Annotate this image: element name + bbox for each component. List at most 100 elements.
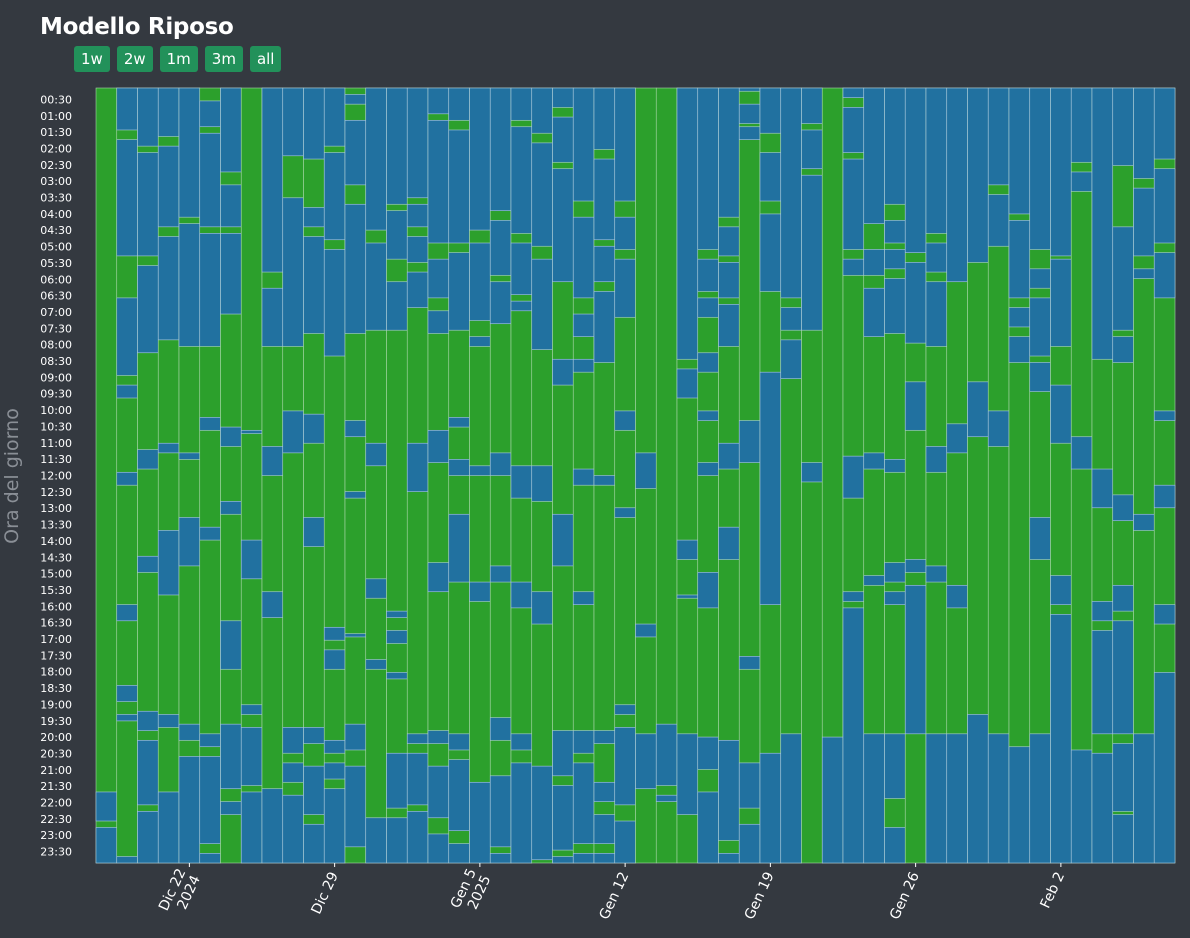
sleep-segment[interactable]	[116, 714, 138, 722]
sleep-segment[interactable]	[842, 158, 865, 250]
sleep-segment[interactable]	[282, 762, 304, 783]
sleep-segment[interactable]	[199, 756, 221, 844]
sleep-segment[interactable]	[157, 714, 180, 728]
day-column[interactable]	[1050, 87, 1072, 864]
sleep-segment[interactable]	[614, 87, 636, 202]
day-column[interactable]	[1112, 87, 1134, 864]
sleep-segment[interactable]	[925, 87, 948, 234]
day-column[interactable]	[738, 87, 761, 864]
sleep-segment[interactable]	[116, 87, 138, 131]
sleep-segment[interactable]	[427, 119, 450, 244]
sleep-segment[interactable]	[884, 220, 906, 244]
sleep-segment[interactable]	[178, 517, 201, 567]
sleep-segment[interactable]	[1008, 746, 1031, 864]
sleep-segment[interactable]	[323, 649, 346, 670]
sleep-segment[interactable]	[178, 756, 201, 864]
sleep-segment[interactable]	[344, 203, 367, 334]
sleep-segment[interactable]	[697, 462, 719, 476]
sleep-segment[interactable]	[323, 739, 346, 754]
sleep-segment[interactable]	[240, 791, 263, 864]
sleep-segment[interactable]	[157, 530, 180, 596]
sleep-segment[interactable]	[323, 788, 346, 864]
sleep-segment[interactable]	[759, 87, 782, 134]
sleep-segment[interactable]	[344, 765, 367, 848]
day-column[interactable]	[655, 87, 678, 864]
sleep-segment[interactable]	[718, 304, 740, 347]
sleep-segment[interactable]	[261, 287, 284, 347]
sleep-segment[interactable]	[946, 87, 968, 283]
sleep-segment[interactable]	[1050, 87, 1072, 257]
sleep-segment[interactable]	[510, 733, 533, 751]
day-column[interactable]	[987, 87, 1010, 864]
sleep-segment[interactable]	[863, 575, 885, 586]
awake-segment[interactable]	[303, 87, 325, 864]
day-column[interactable]	[863, 87, 885, 864]
sleep-segment[interactable]	[510, 581, 533, 609]
sleep-segment[interactable]	[282, 794, 304, 864]
sleep-segment[interactable]	[365, 442, 387, 467]
sleep-segment[interactable]	[842, 455, 865, 499]
sleep-segment[interactable]	[738, 823, 761, 864]
sleep-segment[interactable]	[884, 459, 906, 473]
sleep-segment[interactable]	[427, 833, 450, 864]
sleep-segment[interactable]	[1112, 226, 1134, 331]
awake-segment[interactable]	[1070, 87, 1093, 864]
sleep-segment[interactable]	[510, 465, 533, 499]
sleep-segment[interactable]	[240, 727, 263, 786]
sleep-segment[interactable]	[531, 591, 553, 625]
sleep-segment[interactable]	[510, 87, 533, 121]
sleep-segment[interactable]	[1029, 362, 1051, 392]
sleep-segment[interactable]	[593, 781, 616, 802]
sleep-segment[interactable]	[780, 307, 802, 331]
day-column[interactable]	[884, 87, 906, 864]
sleep-segment[interactable]	[676, 594, 699, 599]
sleep-segment[interactable]	[759, 752, 782, 864]
sleep-segment[interactable]	[593, 245, 616, 283]
sleep-segment[interactable]	[884, 87, 906, 205]
sleep-segment[interactable]	[552, 730, 574, 777]
sleep-segment[interactable]	[593, 475, 616, 486]
day-column[interactable]	[365, 87, 387, 864]
sleep-segment[interactable]	[738, 656, 761, 670]
sleep-segment[interactable]	[510, 126, 533, 234]
sleep-segment[interactable]	[323, 626, 346, 641]
sleep-segment[interactable]	[863, 452, 885, 470]
sleep-segment[interactable]	[1112, 620, 1134, 735]
sleep-segment[interactable]	[759, 371, 782, 605]
sleep-segment[interactable]	[303, 823, 325, 864]
awake-segment[interactable]	[95, 87, 118, 864]
day-column[interactable]	[1008, 87, 1031, 864]
sleep-segment[interactable]	[572, 853, 595, 864]
sleep-segment[interactable]	[593, 158, 616, 241]
sleep-segment[interactable]	[718, 226, 740, 257]
sleep-segment[interactable]	[1070, 749, 1093, 864]
sleep-segment[interactable]	[323, 762, 346, 780]
day-column[interactable]	[261, 87, 284, 864]
sleep-segment[interactable]	[1029, 268, 1051, 289]
sleep-segment[interactable]	[344, 491, 367, 499]
sleep-segment[interactable]	[510, 242, 533, 295]
sleep-segment[interactable]	[552, 87, 574, 108]
sleep-segment[interactable]	[946, 584, 968, 609]
sleep-segment[interactable]	[406, 811, 429, 864]
day-column[interactable]	[116, 87, 138, 864]
sleep-segment[interactable]	[427, 429, 450, 463]
awake-segment[interactable]	[738, 87, 761, 864]
sleep-segment[interactable]	[1070, 436, 1093, 470]
sleep-segment[interactable]	[1008, 220, 1031, 299]
sleep-segment[interactable]	[967, 381, 989, 438]
day-column[interactable]	[718, 87, 740, 864]
sleep-segment[interactable]	[199, 100, 221, 128]
sleep-segment[interactable]	[199, 526, 221, 541]
sleep-segment[interactable]	[1153, 168, 1176, 244]
sleep-segment[interactable]	[116, 685, 138, 702]
sleep-segment[interactable]	[718, 526, 740, 560]
sleep-segment[interactable]	[240, 539, 263, 580]
sleep-segment[interactable]	[987, 87, 1010, 186]
sleep-segment[interactable]	[323, 87, 346, 147]
sleep-segment[interactable]	[406, 203, 429, 228]
sleep-segment[interactable]	[863, 287, 885, 337]
sleep-segment[interactable]	[427, 765, 450, 819]
sleep-segment[interactable]	[780, 733, 802, 864]
day-column[interactable]	[967, 87, 989, 864]
